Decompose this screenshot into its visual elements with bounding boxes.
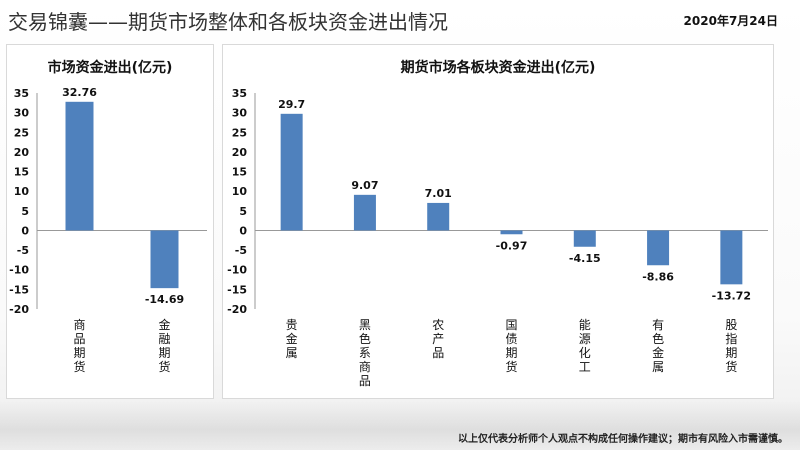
y-tick-label: 30 [14,107,30,120]
report-date: 2020年7月24日 [683,14,778,28]
bar [573,230,596,247]
y-tick-label: -5 [235,244,247,257]
y-tick-label: -20 [227,303,247,316]
y-tick-label: 10 [232,185,248,198]
data-label: 7.01 [425,187,452,200]
category-label: 金融期货 [158,317,170,374]
data-label: 32.76 [62,86,97,99]
sector-flow-chart: 35 30 25 20 15 10 5 0 -5 -10 -15 -20 29.7 贵金属 9.07 黑色系商… [227,87,768,388]
y-tick-label: 25 [232,126,247,139]
y-tick-label: 25 [14,126,29,139]
y-tick-label: -10 [9,264,29,277]
data-label: 9.07 [351,179,378,192]
bar [280,113,303,231]
header: 交易锦囊——期货市场整体和各板块资金进出情况 2020年7月24日 [0,0,800,38]
y-tick-label: 35 [232,87,247,100]
data-label: -13.72 [712,289,751,302]
data-label: -4.15 [569,252,601,265]
page-title: 交易锦囊——期货市场整体和各板块资金进出情况 [8,10,448,34]
bar [427,202,450,231]
category-label: 国债期货 [505,318,517,374]
category-label: 股指期货 [725,318,737,374]
bar [150,230,179,289]
y-tick-label: 35 [14,87,29,100]
bar [65,101,94,231]
category-label: 商品期货 [73,317,85,374]
data-label: -0.97 [496,239,528,252]
market-flow-panel: 市场资金进出(亿元) 35 30 25 20 15 10 5 0 -5 -10 -15 -20 32.7… [6,44,214,399]
data-label: 29.7 [278,98,305,111]
ink-brush-decoration [0,400,800,450]
disclaimer-text: 以上仅代表分析师个人观点不构成任何操作建议；期市有风险入市需谨慎。 [458,434,788,445]
market-flow-chart: 35 30 25 20 15 10 5 0 -5 -10 -15 -20 32.76 商品期货 -14.69… [9,86,207,374]
y-tick-label: 10 [14,185,30,198]
bar [720,230,743,285]
category-label: 黑色系商品 [359,318,371,388]
category-label: 贵金属 [286,318,298,360]
bar [353,194,376,231]
market-flow-chart-title: 市场资金进出(亿元) [47,60,173,76]
bar [647,230,670,266]
sector-flow-panel: 期货市场各板块资金进出(亿元) 35 30 25 20 15 10 5 0 -5 -10 -15 -2… [222,44,774,399]
category-label: 有色金属 [652,318,664,374]
y-tick-label: -20 [9,303,29,316]
y-tick-label: 5 [21,205,29,218]
y-tick-label: -10 [227,264,247,277]
sector-flow-chart-title: 期货市场各板块资金进出(亿元) [400,60,596,76]
y-tick-label: -5 [17,244,29,257]
category-label: 能源化工 [579,318,591,374]
y-tick-label: 30 [232,107,248,120]
data-label: -14.69 [145,293,184,306]
bar [500,230,523,235]
y-tick-label: -15 [9,283,29,296]
y-tick-label: 0 [239,224,247,237]
y-tick-label: 15 [232,166,247,179]
y-tick-label: -15 [227,283,247,296]
y-tick-label: 5 [239,205,247,218]
y-tick-label: 20 [14,146,30,159]
data-label: -8.86 [642,270,674,283]
y-tick-label: 15 [14,166,29,179]
y-tick-label: 20 [232,146,248,159]
category-label: 农产品 [432,318,444,360]
y-tick-label: 0 [21,224,29,237]
